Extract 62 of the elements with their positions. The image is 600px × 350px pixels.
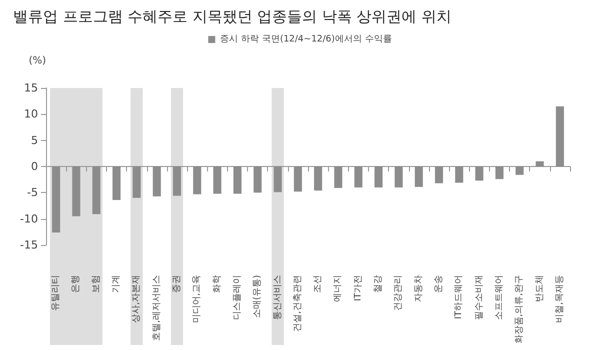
x-tick-label: 화학 [212, 275, 222, 293]
x-tick-label: 비철,목재등 [554, 275, 565, 323]
bar [254, 166, 262, 193]
y-tick-label: 5 [31, 134, 38, 147]
bar [274, 166, 282, 192]
y-axis-title: (%) [28, 56, 46, 66]
x-tick-label: IT하드웨어 [454, 275, 464, 320]
x-tick-label: 보험 [91, 275, 102, 293]
bar [516, 166, 524, 175]
bar [213, 166, 222, 194]
bar [233, 166, 242, 194]
bar [354, 166, 362, 188]
x-tick-label: 철강 [374, 275, 384, 293]
x-tick-label: IT가전 [353, 275, 364, 302]
bar [92, 166, 100, 214]
bar [556, 106, 564, 166]
x-tick-label: 건강관리 [394, 275, 404, 311]
bar [374, 166, 383, 188]
x-tick-label: 상사,자본재 [132, 275, 142, 323]
bar [132, 166, 141, 198]
bar [314, 166, 322, 191]
bar [172, 166, 182, 196]
x-tick-label: 디스플레이 [232, 275, 242, 320]
bar [52, 166, 60, 232]
x-tick-label: 기계 [112, 275, 122, 293]
bar [294, 166, 302, 192]
x-tick-label: 은행 [71, 275, 82, 293]
y-tick-label: 15 [24, 82, 38, 94]
bar [414, 166, 423, 187]
x-tick-label: 운송 [434, 275, 444, 293]
bar [334, 166, 342, 188]
bar [152, 166, 161, 196]
y-tick-label: -15 [20, 238, 38, 252]
x-tick-label: 유틸리티 [51, 275, 62, 311]
legend-label: 증시 하락 국면(12/4~12/6)에서의 수익률 [220, 34, 392, 44]
y-tick-label: 0 [31, 160, 38, 173]
x-tick-label: 통신서비스 [272, 275, 283, 320]
x-tick-label: 증권 [172, 275, 182, 293]
chart-title: 밸류업 프로그램 수혜주로 지목됐던 업종들의 낙폭 상위권에 위치 [13, 8, 452, 26]
x-tick-label: 화장품,의류,완구 [514, 275, 525, 344]
bar [112, 166, 121, 200]
bar [495, 166, 504, 180]
x-tick-label: 소프트웨어 [494, 275, 504, 320]
bar [394, 166, 403, 188]
x-tick-label: 건설,건축관련 [292, 275, 303, 332]
x-tick-label: 필수소비재 [474, 275, 484, 320]
y-tick-label: -5 [27, 186, 38, 200]
bar [475, 166, 484, 181]
x-tick-label: 미디어,교육 [192, 275, 202, 323]
x-tick-label: 조선 [313, 275, 324, 293]
x-tick-label: 호텔,레저서비스 [152, 275, 162, 341]
x-tick-label: 반도체 [534, 275, 545, 302]
y-tick-label: 10 [24, 108, 38, 121]
bar [193, 166, 202, 194]
bar [434, 166, 444, 184]
bar [536, 161, 544, 166]
bar [455, 166, 464, 183]
x-tick-label: 소매(유통) [252, 275, 263, 318]
y-tick-label: -10 [20, 212, 38, 226]
x-tick-label: 에너지 [333, 275, 344, 302]
bar [72, 166, 80, 216]
x-tick-label: 자동차 [414, 275, 424, 302]
